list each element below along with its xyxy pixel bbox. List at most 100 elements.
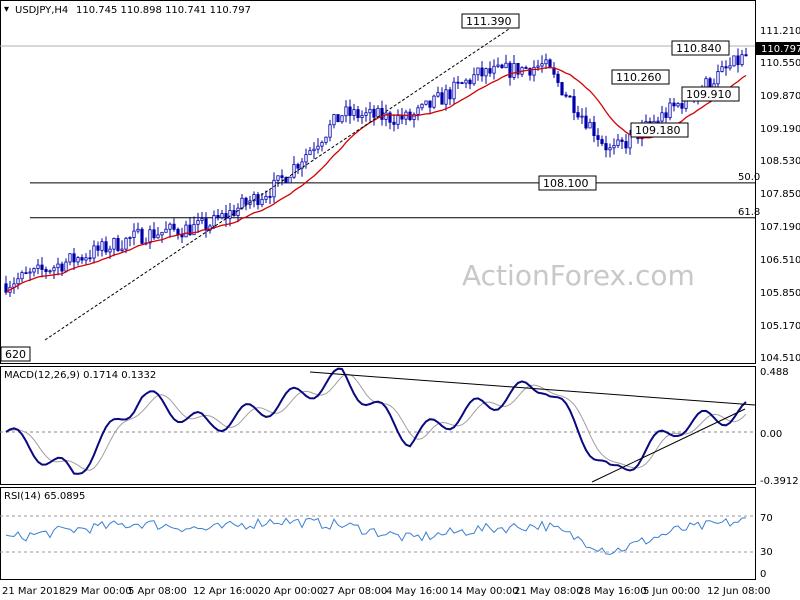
candle-body: [460, 82, 464, 85]
candle-body: [612, 145, 616, 149]
candle-body: [324, 136, 328, 143]
rsi-tick: 0: [760, 569, 766, 580]
chart-header-ohlc: 110.745 110.898 110.741 110.797: [76, 5, 251, 16]
candle-body: [236, 207, 240, 216]
candle-body: [168, 223, 172, 230]
channel-trend-line: [44, 26, 513, 341]
candle-body: [116, 238, 120, 251]
candle-body: [480, 67, 484, 77]
candle-body: [20, 272, 24, 280]
candle-body: [528, 67, 532, 76]
candle-body: [108, 248, 112, 253]
candle-body: [532, 66, 536, 76]
price-annotation-label: 111.390: [466, 15, 512, 28]
time-tick: 20 Apr 00:00: [258, 586, 323, 597]
candle-body: [660, 112, 664, 122]
candle-body: [28, 271, 32, 274]
candle-body: [588, 122, 592, 129]
candle-body: [92, 245, 96, 259]
candle-body: [284, 177, 288, 184]
candle-body: [84, 257, 88, 261]
candle-body: [356, 109, 360, 118]
candle-body: [424, 100, 428, 105]
price-tick: 109.870: [760, 91, 800, 102]
candle-body: [88, 257, 92, 260]
price-annotation-box: [611, 69, 670, 85]
candle-body: [512, 62, 516, 78]
price-annotation-box: [630, 122, 689, 138]
candle-body: [664, 112, 668, 118]
candle-body: [416, 107, 420, 115]
candle-body: [56, 263, 60, 269]
candle-body: [548, 59, 552, 69]
current-price-box: [756, 42, 800, 55]
candle-body: [240, 197, 244, 209]
price-tick: 104.510: [760, 353, 800, 364]
current-price-label: 110.797: [761, 44, 800, 55]
candle-body: [140, 228, 144, 244]
candle-body: [560, 82, 564, 96]
candle-body: [204, 218, 208, 231]
candle-body: [500, 64, 504, 69]
fib-level-label: 50.0: [738, 172, 760, 183]
price-axis: 111.210 110.550 109.870 109.190 108.530 …: [760, 26, 800, 364]
price-annotation-label: 110.260: [616, 71, 662, 84]
candle-body: [336, 114, 340, 123]
macd-panel: [0, 366, 756, 485]
candle-body: [300, 161, 304, 169]
candle-body: [136, 228, 140, 232]
candle-body: [544, 59, 548, 65]
candle-body: [384, 112, 388, 120]
candle-body: [484, 68, 488, 77]
candle-body: [444, 89, 448, 105]
price-annotation-box: [681, 86, 740, 102]
candle-body: [292, 164, 296, 178]
candle-body: [120, 248, 124, 251]
candle-body: [124, 237, 128, 250]
candle-body: [76, 257, 80, 263]
candle-body: [372, 108, 376, 118]
price-panel: [0, 0, 756, 364]
moving-average-line: [5, 66, 747, 293]
candle-body: [616, 139, 620, 146]
candle-body: [400, 115, 404, 120]
candle-body: [564, 94, 568, 97]
candle-body: [32, 268, 36, 273]
candle-body: [572, 96, 576, 113]
candle-body: [536, 65, 540, 68]
candle-body: [736, 55, 740, 66]
time-tick: 4 May 16:00: [386, 586, 448, 597]
price-annotation-label: 108.100: [543, 177, 589, 190]
candle-body: [396, 115, 400, 125]
candle-body: [16, 278, 20, 285]
fib-level-label: 61.8: [738, 207, 760, 218]
candle-body: [272, 179, 276, 198]
candle-body: [360, 114, 364, 118]
time-tick: 5 Apr 08:00: [128, 586, 187, 597]
time-tick: 27 Apr 08:00: [322, 586, 387, 597]
candle-body: [172, 223, 176, 230]
chart-header-symbol: USDJPY,H4: [15, 5, 68, 16]
candle-body: [224, 213, 228, 219]
candle-body: [112, 238, 116, 250]
candle-body: [744, 54, 748, 57]
candle-body: [40, 264, 44, 270]
rsi-panel: [0, 487, 756, 580]
price-annotation-box: [0, 346, 31, 362]
candle-body: [164, 228, 168, 233]
candle-body: [216, 214, 220, 218]
candle-body: [728, 65, 732, 69]
candle-body: [672, 102, 676, 107]
time-tick: 5 Jun 00:00: [643, 586, 700, 597]
candle-body: [436, 92, 440, 97]
price-annotation-label: 109.180: [635, 124, 681, 137]
candle-body: [344, 106, 348, 117]
candle-body: [580, 115, 584, 118]
macd-tick: -0.3912: [760, 476, 799, 487]
candle-body: [576, 112, 580, 118]
candle-body: [44, 269, 48, 272]
candle-body: [452, 81, 456, 100]
price-tick: 107.190: [760, 222, 800, 233]
candle-body: [260, 198, 264, 206]
watermark: ActionForex.com: [462, 259, 695, 292]
